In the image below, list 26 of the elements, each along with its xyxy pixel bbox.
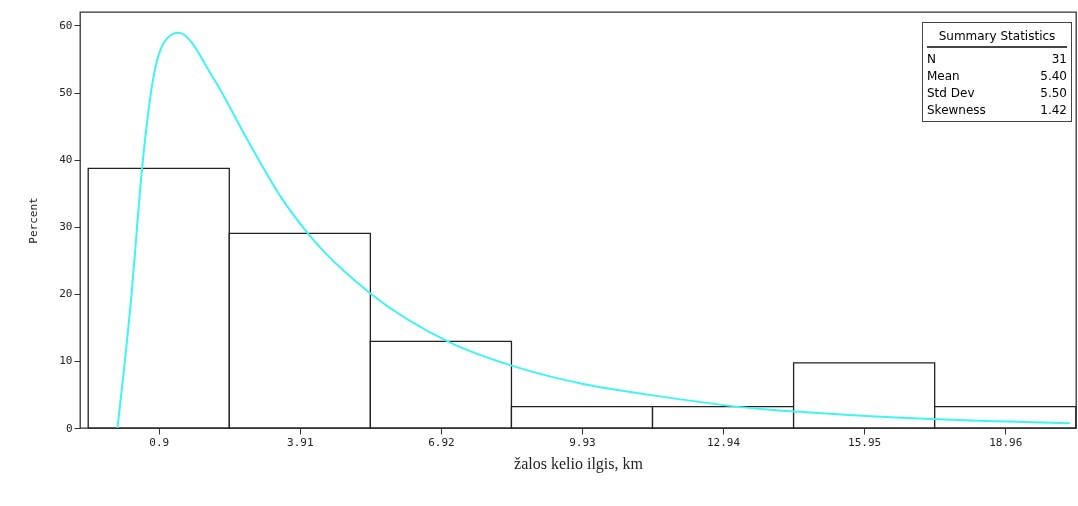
annotation: Summary Statistics bbox=[927, 25, 1067, 48]
annotation: 5.40 bbox=[1040, 68, 1067, 85]
x-axis-title: žalos kelio ilgis, km bbox=[514, 454, 644, 473]
y-tick-label: 30 bbox=[59, 220, 73, 234]
annotation: Std Dev bbox=[927, 85, 975, 102]
annotation: 5.50 bbox=[1040, 85, 1067, 102]
x-tick-label: 3.91 bbox=[287, 435, 314, 449]
y-tick-label: 50 bbox=[59, 86, 73, 100]
y-tick-label: 60 bbox=[59, 18, 73, 32]
y-tick-label: 20 bbox=[59, 287, 73, 301]
y-tick-label: 40 bbox=[59, 153, 73, 167]
x-tick-label: 12.94 bbox=[707, 435, 741, 449]
annotation: 1.42 bbox=[1040, 102, 1067, 119]
y-axis-title: Percent bbox=[27, 197, 41, 244]
annotation: 31 bbox=[1051, 51, 1067, 68]
x-tick-label: 6.92 bbox=[428, 435, 455, 449]
x-tick-label: 0.9 bbox=[149, 435, 170, 449]
y-tick-label: 10 bbox=[59, 354, 73, 368]
x-tick-label: 9.93 bbox=[569, 435, 596, 449]
x-tick-label: 15.95 bbox=[848, 435, 882, 449]
annotation: Mean bbox=[927, 68, 960, 85]
annotation: N bbox=[927, 51, 936, 68]
annotation: Skewness bbox=[927, 102, 986, 119]
x-tick-label: 18.96 bbox=[989, 435, 1023, 449]
y-tick-label: 0 bbox=[65, 421, 73, 435]
line-series bbox=[116, 31, 1071, 429]
